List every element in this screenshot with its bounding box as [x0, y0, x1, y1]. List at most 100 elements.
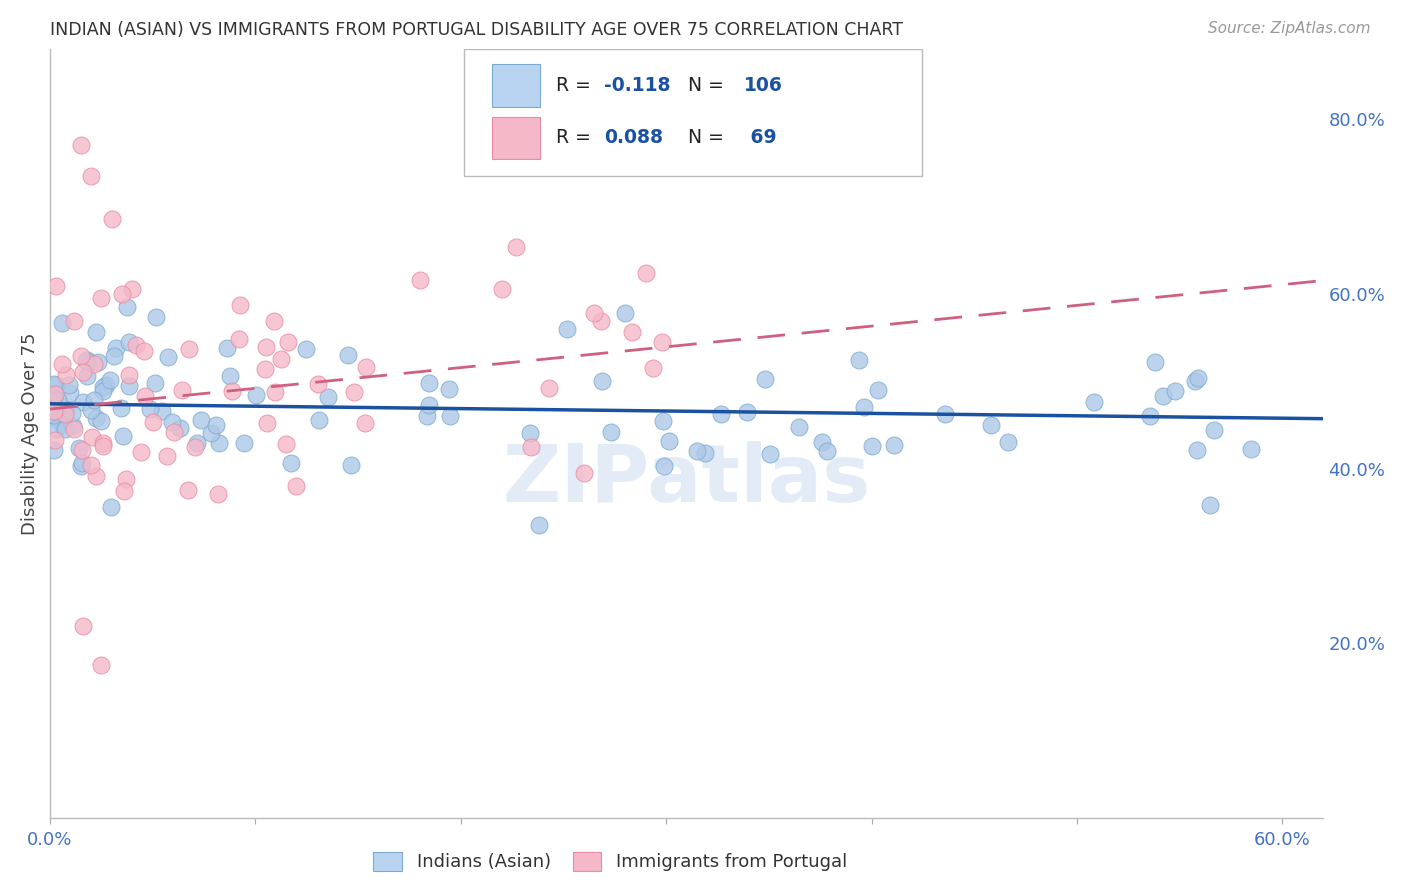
Point	[343, 385, 366, 400]
Point	[852, 401, 875, 415]
Point	[91, 440, 114, 454]
Point	[70, 443, 93, 458]
Point	[1199, 499, 1222, 513]
Point	[636, 266, 658, 280]
Point	[112, 428, 135, 442]
Point	[759, 447, 782, 461]
Point	[228, 332, 250, 346]
Point	[100, 500, 122, 515]
Legend: Indians (Asian), Immigrants from Portugal: Indians (Asian), Immigrants from Portuga…	[366, 845, 855, 879]
Point	[80, 458, 103, 472]
Point	[643, 360, 665, 375]
Point	[1187, 370, 1209, 384]
Point	[139, 401, 162, 416]
Point	[339, 458, 361, 472]
Text: ZIPatlas: ZIPatlas	[502, 441, 870, 519]
Point	[693, 446, 716, 460]
Point	[86, 410, 108, 425]
Y-axis label: Disability Age Over 75: Disability Age Over 75	[21, 333, 39, 535]
Point	[754, 371, 776, 385]
Point	[245, 387, 267, 401]
Point	[599, 425, 621, 439]
Point	[83, 357, 105, 371]
Point	[256, 416, 278, 430]
Point	[1152, 389, 1174, 403]
Point	[44, 433, 66, 447]
Point	[934, 408, 956, 422]
Point	[217, 341, 239, 355]
Point	[87, 355, 110, 369]
Point	[60, 406, 83, 420]
Point	[160, 415, 183, 429]
Point	[163, 425, 186, 439]
Point	[591, 314, 613, 328]
Point	[285, 479, 308, 493]
Point	[70, 456, 93, 470]
Point	[1240, 442, 1263, 456]
Point	[276, 436, 298, 450]
Point	[868, 383, 890, 397]
Text: 0.088: 0.088	[605, 128, 662, 147]
Point	[208, 436, 231, 450]
Point	[76, 353, 98, 368]
Point	[190, 413, 212, 427]
Point	[80, 169, 103, 183]
Point	[354, 359, 377, 374]
Point	[55, 403, 77, 417]
Point	[46, 392, 69, 407]
Point	[75, 354, 97, 368]
Point	[118, 379, 141, 393]
Point	[336, 348, 359, 362]
Point	[254, 361, 277, 376]
Point	[152, 403, 174, 417]
Point	[90, 414, 112, 428]
Point	[104, 341, 127, 355]
Point	[418, 376, 440, 390]
Point	[118, 368, 141, 383]
Point	[69, 349, 91, 363]
Point	[91, 380, 114, 394]
Point	[491, 282, 513, 296]
Point	[112, 484, 135, 499]
Point	[555, 321, 578, 335]
Point	[179, 342, 201, 356]
Point	[83, 393, 105, 408]
Point	[1083, 394, 1105, 409]
Point	[848, 352, 870, 367]
Text: 106: 106	[744, 76, 783, 95]
Text: Source: ZipAtlas.com: Source: ZipAtlas.com	[1208, 21, 1371, 36]
Point	[1139, 409, 1161, 423]
Point	[221, 384, 243, 398]
Text: 69: 69	[744, 128, 776, 147]
Point	[72, 365, 94, 379]
Point	[205, 418, 228, 433]
Point	[125, 337, 148, 351]
Point	[710, 407, 733, 421]
Point	[997, 435, 1019, 450]
Point	[437, 382, 460, 396]
Point	[263, 384, 285, 399]
Point	[354, 417, 377, 431]
Point	[572, 466, 595, 480]
Text: -0.118: -0.118	[605, 76, 671, 95]
Point	[90, 291, 112, 305]
Point	[1164, 384, 1187, 399]
Point	[103, 349, 125, 363]
Point	[84, 469, 107, 483]
Point	[42, 391, 65, 405]
Point	[186, 435, 208, 450]
Point	[183, 441, 205, 455]
Point	[1184, 375, 1206, 389]
Text: N =: N =	[676, 128, 730, 147]
Point	[145, 310, 167, 325]
Point	[134, 343, 156, 358]
Point	[156, 449, 179, 463]
FancyBboxPatch shape	[464, 49, 922, 176]
Point	[129, 445, 152, 459]
Point	[408, 273, 430, 287]
Point	[280, 456, 302, 470]
Point	[318, 390, 340, 404]
Point	[82, 430, 104, 444]
Point	[48, 406, 70, 420]
Point	[62, 314, 84, 328]
